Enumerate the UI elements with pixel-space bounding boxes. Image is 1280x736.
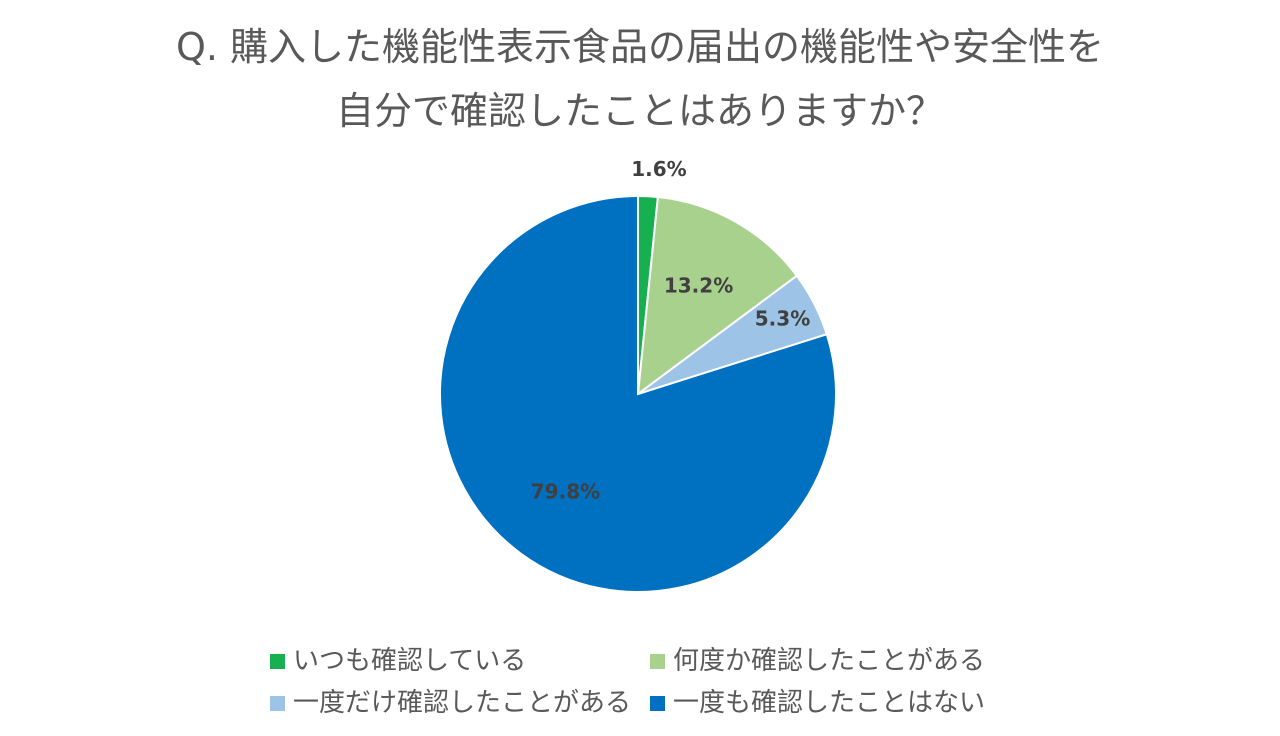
legend-item-once: 一度だけ確認したことがある bbox=[270, 686, 650, 720]
legend-swatch-never bbox=[650, 695, 665, 711]
legend-swatch-several-times bbox=[650, 653, 665, 669]
legend-swatch-once bbox=[270, 695, 285, 711]
legend-item-never: 一度も確認したことはない bbox=[650, 686, 1030, 720]
legend-label-never: 一度も確認したことはない bbox=[673, 688, 986, 718]
data-label-once: 5.3% bbox=[755, 306, 810, 330]
data-label-always: 1.6% bbox=[631, 157, 686, 181]
legend-item-always: いつも確認している bbox=[270, 644, 650, 678]
legend-label-always: いつも確認している bbox=[293, 646, 527, 676]
chart-title-line-1: Q. 購入した機能性表示食品の届出の機能性や安全性を bbox=[175, 25, 1105, 69]
legend-label-once: 一度だけ確認したことがある bbox=[293, 688, 632, 718]
pie-slice-several-times bbox=[636, 195, 799, 397]
data-label-never: 79.8% bbox=[531, 480, 600, 504]
chart-legend: いつも確認している 何度か確認したことがある 一度だけ確認したことがある 一度も… bbox=[270, 644, 1030, 720]
chart-title-line-2: 自分で確認したことはありますか？ bbox=[335, 89, 944, 133]
legend-label-several-times: 何度か確認したことがある bbox=[673, 646, 986, 676]
legend-swatch-always bbox=[270, 653, 285, 669]
pie-slice-never bbox=[439, 194, 837, 593]
legend-item-several-times: 何度か確認したことがある bbox=[650, 644, 1030, 678]
data-label-several-times: 13.2% bbox=[664, 274, 733, 298]
